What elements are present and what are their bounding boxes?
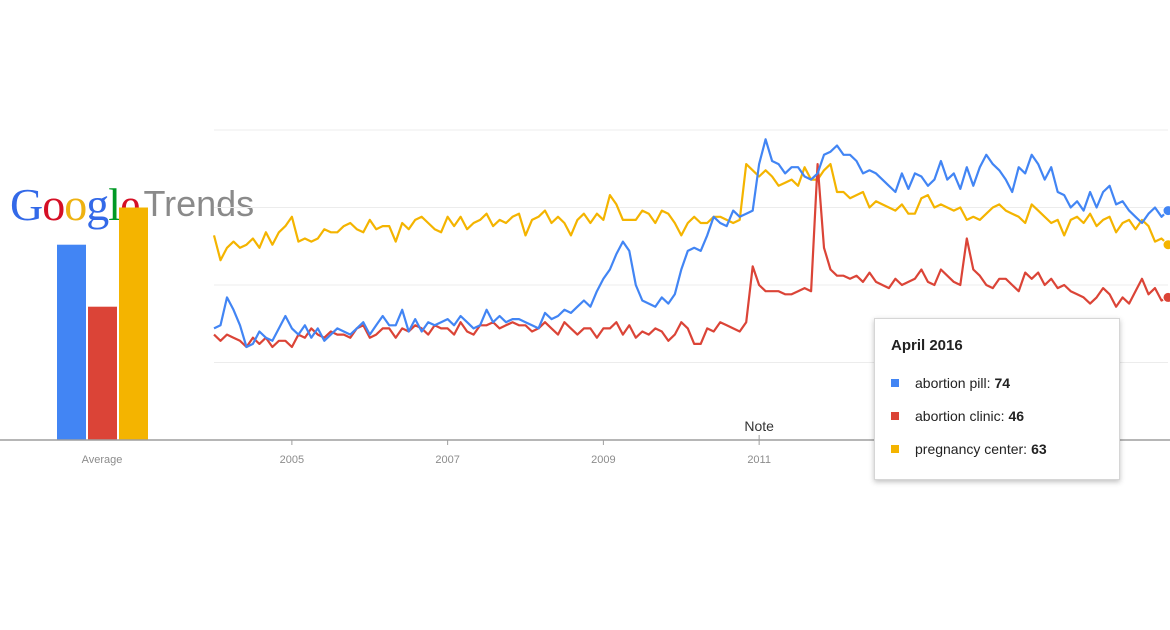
tooltip-row-abortion-pill: abortion pill: 74 — [891, 372, 1103, 394]
tooltip-title: April 2016 — [891, 337, 963, 354]
trends-wordmark: Trends — [143, 183, 255, 224]
logo-letter: g — [86, 179, 109, 230]
chart-gridlines — [214, 129, 1168, 363]
tooltip-row-label: abortion clinic: — [915, 408, 1005, 424]
tooltip-row-abortion-clinic: abortion clinic: 46 — [891, 405, 1103, 427]
average-bar-abortion-pill — [57, 244, 86, 440]
average-bars — [57, 207, 148, 440]
series-endpoint-pregnancy-center — [1162, 239, 1170, 251]
x-tick-label: 2005 — [280, 454, 304, 466]
legend-swatch-yellow — [891, 445, 899, 453]
tooltip-row-label: abortion pill: — [915, 375, 991, 391]
series-endpoint-abortion-pill — [1162, 205, 1170, 217]
x-axis-ticks: 2005 2007 2009 2011 — [280, 440, 771, 466]
series-line-pregnancy-center[interactable] — [212, 163, 1169, 262]
series-line-abortion-clinic[interactable] — [213, 163, 1169, 349]
hover-tooltip: April 2016 abortion pill: 74 abortion cl… — [874, 318, 1120, 480]
x-tick-label: 2011 — [747, 454, 771, 466]
chart-annotations[interactable]: Note — [744, 418, 774, 440]
series-end-points — [1162, 205, 1170, 303]
average-bar-abortion-clinic — [88, 306, 117, 440]
average-label: Average — [82, 454, 123, 466]
tooltip-row-value: 63 — [1031, 441, 1047, 457]
logo-letter: G — [10, 179, 43, 230]
series-lines[interactable] — [212, 138, 1169, 349]
tooltip-row-label: pregnancy center: — [915, 441, 1028, 457]
logo-letter: o — [42, 179, 65, 230]
series-line-abortion-pill[interactable] — [213, 138, 1169, 349]
note-annotation[interactable]: Note — [744, 418, 774, 434]
x-tick-label: 2009 — [591, 454, 615, 466]
series-endpoint-abortion-clinic — [1162, 291, 1170, 303]
tooltip-row-pregnancy-center: pregnancy center: 63 — [891, 438, 1103, 460]
x-tick-label: 2007 — [435, 454, 459, 466]
tooltip-row-value: 46 — [1008, 408, 1025, 424]
tooltip-row-value: 74 — [994, 375, 1011, 391]
average-bar-pregnancy-center — [119, 207, 148, 440]
logo-letter: o — [64, 179, 87, 230]
logo-letter: l — [108, 179, 121, 230]
legend-swatch-blue — [891, 379, 899, 387]
legend-swatch-red — [891, 412, 899, 420]
